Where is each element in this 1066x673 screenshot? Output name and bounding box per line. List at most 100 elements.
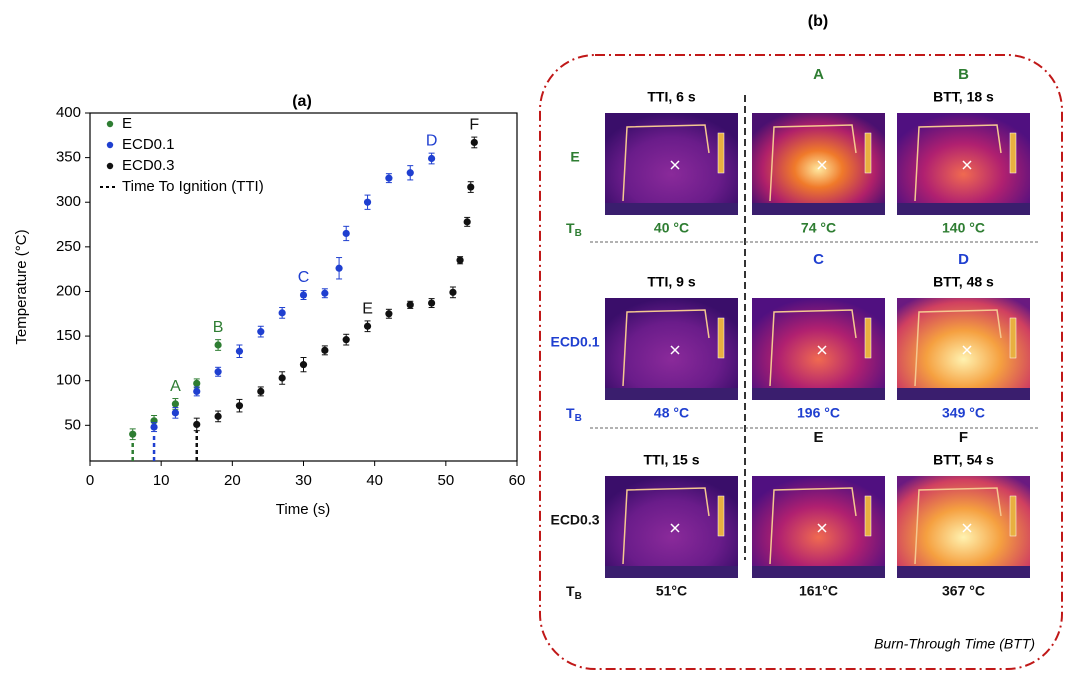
- crosshair: [962, 160, 972, 170]
- sample-outline: [622, 309, 710, 387]
- x-tick-label: 60: [509, 472, 526, 489]
- image-strip: [897, 566, 1030, 578]
- point: [406, 301, 414, 309]
- sample-outline: [622, 487, 710, 565]
- crosshair: [817, 523, 827, 533]
- tb-value: 48 °C: [654, 405, 689, 421]
- tb-value: 196 °C: [797, 405, 840, 421]
- crosshair: [962, 345, 972, 355]
- caption: TTI, 15 s: [643, 452, 699, 468]
- colorbar: [717, 317, 725, 359]
- image-letter: A: [813, 66, 824, 83]
- colorbar: [717, 495, 725, 537]
- point: [406, 169, 414, 177]
- legend-label: Time To Ignition (TTI): [122, 178, 264, 195]
- legend-marker: [106, 141, 114, 149]
- caption: BTT, 48 s: [933, 274, 994, 290]
- legend-label: ECD0.1: [122, 136, 175, 153]
- image-strip: [752, 566, 885, 578]
- image-strip: [605, 566, 738, 578]
- point: [428, 154, 436, 163]
- row-label: E: [570, 149, 579, 165]
- point: [321, 346, 329, 354]
- point-annotation: B: [213, 319, 224, 336]
- point-annotation: F: [469, 117, 479, 134]
- point-annotation: A: [170, 378, 181, 395]
- point: [193, 379, 201, 387]
- image-strip: [605, 203, 738, 215]
- tb-value: 74 °C: [801, 220, 836, 236]
- tb-value: 40 °C: [654, 220, 689, 236]
- sample-outline: [622, 124, 710, 202]
- point: [321, 289, 329, 297]
- image-strip: [752, 388, 885, 400]
- tb-value: 140 °C: [942, 220, 985, 236]
- sample-outline: [914, 124, 1002, 202]
- point: [385, 174, 393, 182]
- point: [342, 229, 350, 238]
- row-label: ECD0.3: [550, 512, 599, 528]
- tb-label-main: T: [566, 405, 575, 421]
- crosshair: [962, 523, 972, 533]
- colorbar: [1009, 132, 1017, 174]
- image-strip: [897, 203, 1030, 215]
- tb-value: 367 °C: [942, 583, 985, 599]
- x-tick-label: 10: [153, 472, 170, 489]
- tb-label-sub: B: [575, 591, 582, 602]
- point-annotation: C: [298, 269, 310, 286]
- tb-label: TB: [566, 405, 582, 424]
- point: [428, 299, 436, 307]
- point: [470, 138, 478, 147]
- legend-label: ECD0.3: [122, 157, 175, 174]
- caption: BTT, 54 s: [933, 452, 994, 468]
- point: [193, 387, 201, 395]
- y-tick-label: 300: [56, 193, 81, 210]
- y-tick-label: 150: [56, 327, 81, 344]
- point: [235, 347, 244, 355]
- image-strip: [752, 203, 885, 215]
- sample-outline: [769, 124, 857, 202]
- x-tick-label: 20: [224, 472, 241, 489]
- point: [150, 423, 158, 431]
- point: [456, 256, 464, 264]
- tb-value: 51°C: [656, 583, 687, 599]
- y-tick-label: 200: [56, 282, 81, 299]
- tb-value: 349 °C: [942, 405, 985, 421]
- y-tick-label: 400: [56, 104, 81, 121]
- point: [467, 183, 475, 191]
- point: [214, 341, 222, 349]
- legend-marker: [106, 162, 114, 170]
- tb-label-sub: B: [575, 228, 582, 239]
- panel-a-title: (a): [292, 93, 312, 110]
- sample-outline: [914, 309, 1002, 387]
- crosshair: [817, 160, 827, 170]
- sample-outline: [769, 309, 857, 387]
- row-label: ECD0.1: [550, 334, 599, 350]
- point: [385, 310, 393, 318]
- point: [363, 322, 372, 330]
- legend-label: E: [122, 115, 132, 132]
- colorbar: [717, 132, 725, 174]
- colorbar: [864, 132, 872, 174]
- point: [335, 264, 343, 272]
- crosshair: [670, 345, 680, 355]
- point: [193, 420, 201, 429]
- y-axis-label: Temperature (°C): [13, 229, 30, 344]
- image-strip: [605, 388, 738, 400]
- point: [129, 430, 137, 438]
- image-strip: [897, 388, 1030, 400]
- y-tick-label: 100: [56, 372, 81, 389]
- point: [299, 361, 308, 369]
- legend-marker: [106, 120, 114, 128]
- image-letter: B: [958, 66, 969, 83]
- caption: BTT, 18 s: [933, 89, 994, 105]
- crosshair: [817, 345, 827, 355]
- y-tick-label: 50: [64, 416, 81, 433]
- caption: TTI, 6 s: [647, 89, 695, 105]
- x-tick-label: 30: [295, 472, 312, 489]
- tb-label-sub: B: [575, 413, 582, 424]
- colorbar: [1009, 317, 1017, 359]
- x-tick-label: 50: [437, 472, 454, 489]
- sample-outline: [769, 487, 857, 565]
